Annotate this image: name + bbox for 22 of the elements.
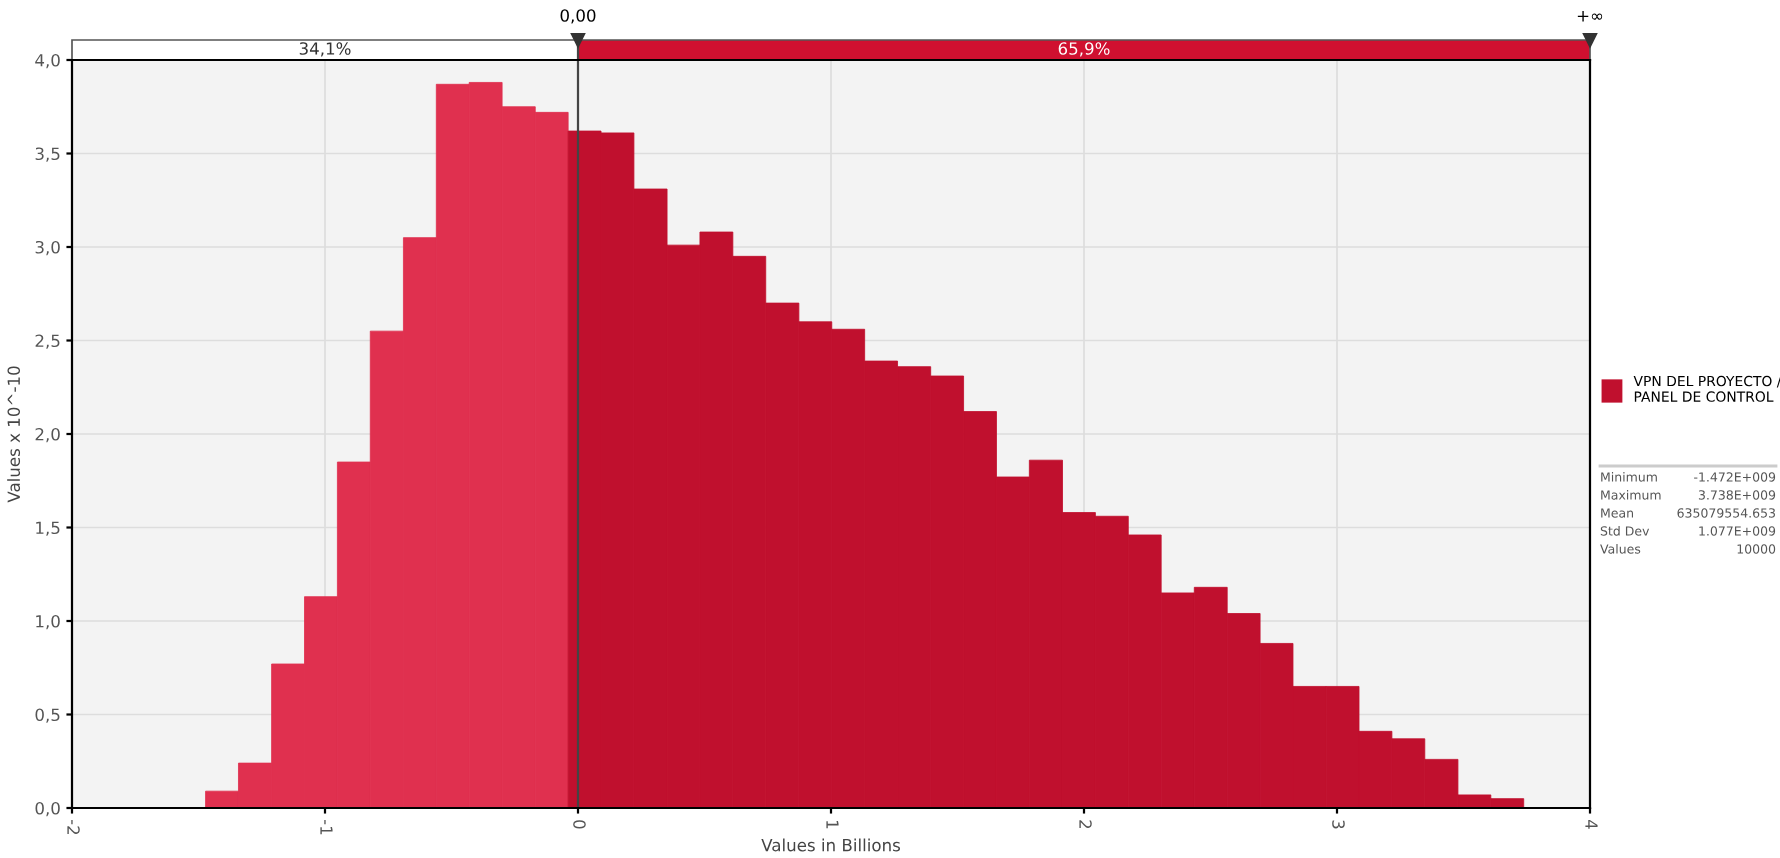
y-tick-label: 1,0 (36, 614, 60, 630)
y-tick-label: 3,0 (35, 240, 60, 256)
x-axis-title: Values in Billions (761, 838, 901, 852)
x-tick-label: 1 (826, 820, 839, 829)
x-tick-label: -1 (320, 819, 333, 835)
y-axis-title: Values x 10^-10 (7, 366, 21, 503)
text: 65,9% (1058, 42, 1110, 57)
text: 34,1% (299, 42, 351, 57)
y-tick-label: 1,5 (36, 521, 60, 536)
y-tick-label: 3,5 (35, 147, 60, 162)
y-tick-label: 0,5 (35, 708, 60, 723)
y-tick-label: 4,0 (35, 53, 60, 69)
x-tick-label: 2 (1079, 820, 1092, 829)
ref-line-label: 0,00 (560, 9, 596, 24)
x-tick-label: -2 (67, 819, 80, 835)
y-tick-label: 2,5 (35, 334, 60, 349)
text: +∞ (1577, 11, 1603, 22)
x-tick-label: 4 (1585, 819, 1598, 829)
y-tick-label: 2,0 (35, 427, 60, 443)
x-tick-label: 0 (573, 820, 586, 829)
x-tick-label: 3 (1332, 820, 1345, 829)
y-tick-label: 0,0 (35, 801, 60, 817)
